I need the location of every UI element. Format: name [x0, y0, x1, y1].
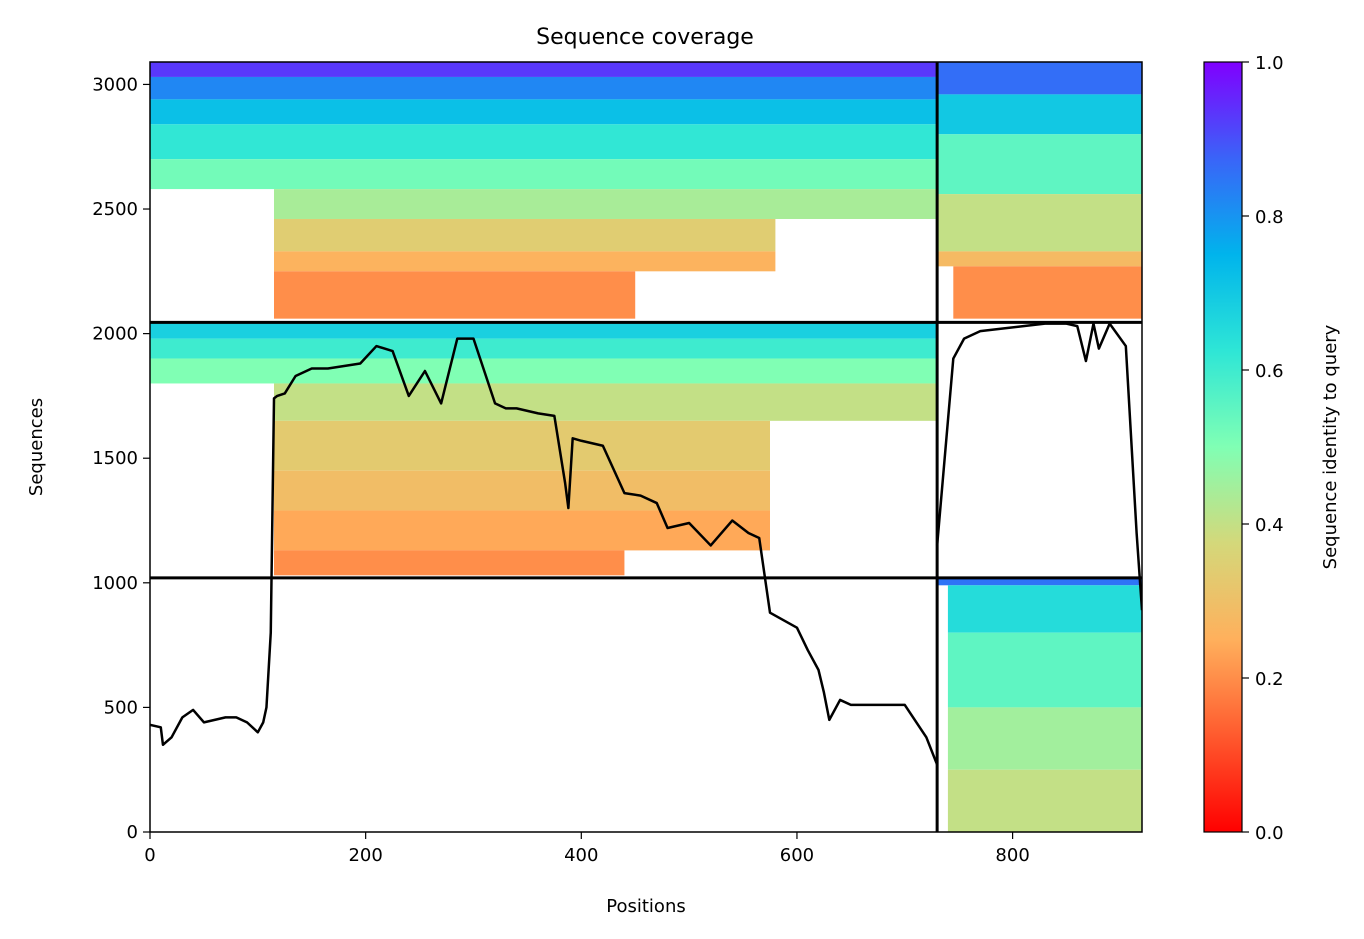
coverage-block [274, 218, 776, 252]
coverage-block [947, 769, 1142, 832]
x-tick-label: 800 [995, 845, 1029, 866]
coverage-block [937, 194, 1142, 252]
coverage-block [947, 585, 1142, 633]
coverage-block [274, 550, 625, 576]
colorbar-tick-label: 0.2 [1255, 669, 1284, 690]
colorbar-tick-label: 0.4 [1255, 515, 1284, 536]
coverage-line [935, 322, 1142, 611]
coverage-block [150, 124, 938, 160]
x-axis-ticks: 0 200 400 600 800 [144, 832, 1030, 866]
coverage-block [274, 383, 938, 421]
coverage-block [947, 632, 1142, 708]
y-tick-label: 500 [104, 697, 138, 718]
coverage-block [274, 510, 770, 551]
y-tick-label: 0 [127, 822, 138, 843]
y-tick-label: 3000 [92, 74, 138, 95]
colorbar-tick-label: 0.8 [1255, 207, 1284, 228]
coverage-block [150, 338, 938, 359]
coverage-lines [150, 322, 1142, 766]
y-axis-label: Sequences [26, 398, 47, 496]
y-tick-label: 2500 [92, 199, 138, 220]
x-tick-label: 200 [348, 845, 382, 866]
plot-frame [149, 61, 1143, 833]
colorbar-tick-label: 1.0 [1255, 53, 1284, 74]
y-tick-label: 1500 [92, 448, 138, 469]
coverage-block [937, 62, 1142, 95]
coverage-block [937, 94, 1142, 135]
coverage-block [274, 470, 770, 511]
chain-boundaries [150, 62, 1142, 832]
coverage-block [937, 577, 1142, 586]
coverage-block [274, 271, 636, 319]
colorbar [1203, 61, 1243, 833]
colorbar-tick-label: 0.6 [1255, 361, 1284, 382]
x-tick-label: 0 [144, 845, 155, 866]
chart-title: Sequence coverage [536, 25, 754, 50]
y-axis-ticks: 0 500 1000 1500 2000 2500 3000 [92, 74, 150, 843]
y-tick-label: 1000 [92, 573, 138, 594]
coverage-block [150, 99, 938, 125]
coverage-block [274, 189, 938, 219]
coverage-block [937, 251, 1142, 267]
coverage-line [150, 337, 939, 766]
coverage-block [150, 62, 938, 77]
coverage-block [953, 266, 1142, 319]
x-axis-label: Positions [606, 896, 685, 917]
coverage-block [937, 134, 1142, 195]
coverage-block [947, 707, 1142, 770]
coverage-block [150, 76, 938, 100]
coverage-block [150, 358, 938, 384]
colorbar-tick-label: 0.0 [1255, 823, 1284, 844]
colorbar-ticks: 0.0 0.2 0.4 0.6 0.8 1.0 [1242, 53, 1284, 844]
colorbar-label: Sequence identity to query [1320, 324, 1341, 569]
coverage-heatmap [150, 62, 1142, 832]
coverage-block [150, 322, 938, 339]
coverage-block [274, 251, 776, 272]
x-tick-label: 600 [780, 845, 814, 866]
x-tick-label: 400 [564, 845, 598, 866]
y-tick-label: 2000 [92, 324, 138, 345]
coverage-block [274, 420, 770, 471]
coverage-block [150, 159, 938, 190]
